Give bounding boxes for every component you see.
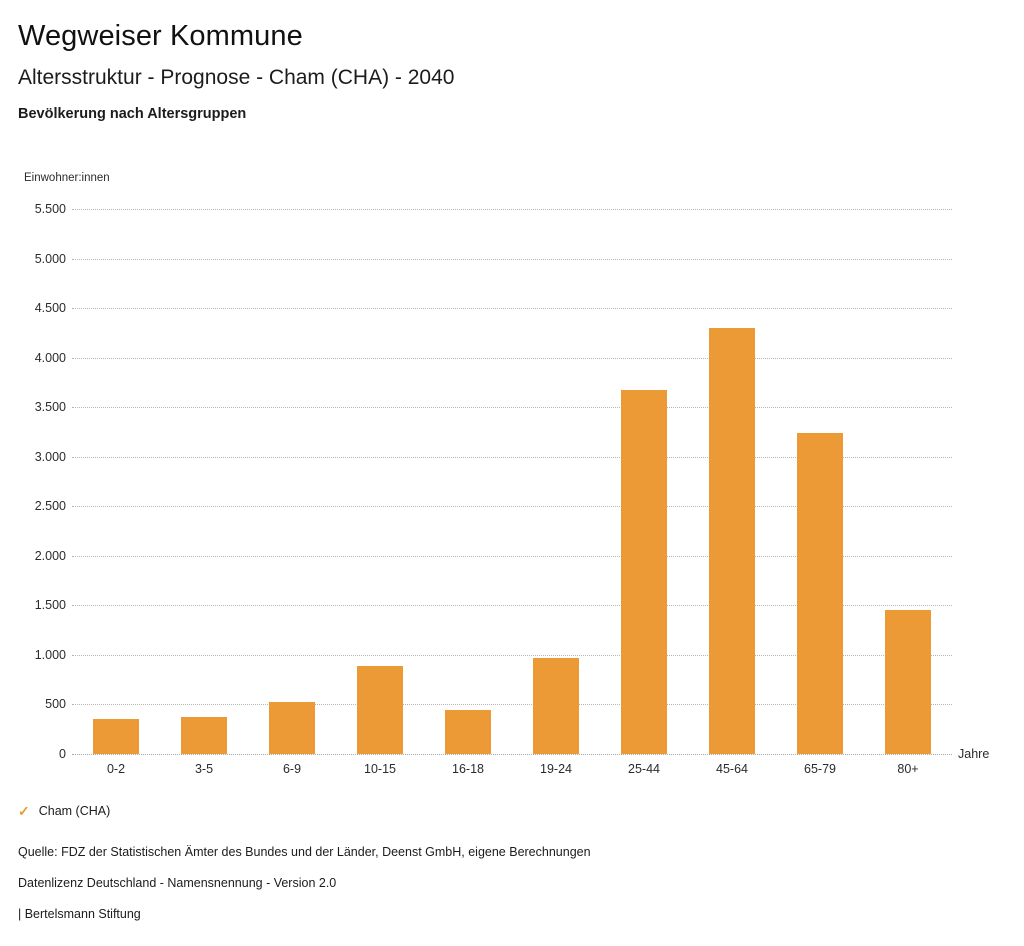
y-axis-tick: 4.500	[34, 301, 66, 316]
gridline	[72, 654, 952, 656]
x-axis-tick: 10-15	[364, 762, 396, 776]
y-axis-tick: 500	[45, 697, 66, 712]
bar-slot	[160, 209, 248, 754]
y-axis-tick-labels: 0 500 1.000 1.500 2.000 2.500 3.000 3.500 4.000 4…	[0, 202, 66, 761]
gridline	[72, 258, 952, 260]
x-axis-tick: 6-9	[282, 762, 302, 776]
y-axis-tick: 5.000	[34, 251, 66, 266]
x-axis-tick: 45-64	[716, 762, 748, 776]
y-axis-tick: 3.500	[34, 400, 66, 415]
bar[interactable]	[709, 327, 755, 754]
gridline	[72, 704, 952, 706]
bar-slot	[72, 209, 160, 754]
bar-slot	[600, 209, 688, 754]
y-axis-tick: 1.500	[34, 598, 66, 613]
gridline	[72, 209, 952, 210]
bar-series-cham-cha	[72, 209, 952, 754]
footer-publisher: | Bertelsmann Stiftung	[18, 907, 141, 921]
gridline	[72, 357, 952, 359]
bar[interactable]	[621, 390, 667, 754]
y-axis-tick: 0	[59, 747, 66, 761]
check-icon: ✓	[18, 803, 30, 819]
y-axis-tick: 2.500	[34, 499, 66, 514]
bar[interactable]	[93, 719, 139, 754]
bar[interactable]	[269, 701, 315, 754]
bar-slot	[336, 209, 424, 754]
bar-slot	[424, 209, 512, 754]
x-axis-tick: 19-24	[540, 762, 572, 776]
bar-slot	[688, 209, 776, 754]
gridline	[72, 407, 952, 409]
bar-slot	[248, 209, 336, 754]
x-axis-tick: 65-79	[804, 762, 836, 776]
bar[interactable]	[357, 666, 403, 754]
x-axis-title: Jahre	[958, 747, 990, 761]
page-title: Wegweiser Kommune	[18, 20, 303, 52]
chart-section-label: Bevölkerung nach Altersgruppen	[18, 106, 247, 122]
gridline	[72, 605, 952, 607]
y-axis-tick: 3.000	[34, 449, 66, 464]
x-axis-tick: 3-5	[194, 762, 214, 776]
bar[interactable]	[533, 658, 579, 754]
bar[interactable]	[445, 709, 491, 754]
y-axis-tick: 4.000	[34, 350, 66, 365]
y-axis-tick: 2.000	[34, 548, 66, 563]
gridline	[72, 456, 952, 458]
bar[interactable]	[181, 717, 227, 754]
bar-slot	[776, 209, 864, 754]
x-axis-tick: 0-2	[106, 762, 126, 776]
gridline	[72, 754, 952, 755]
bar-slot	[512, 209, 600, 754]
plot-area	[72, 209, 952, 755]
x-axis-tick: 16-18	[452, 762, 484, 776]
footer-license: Datenlizenz Deutschland - Namensnennung …	[18, 876, 337, 890]
bar[interactable]	[797, 432, 843, 754]
bar-slot	[864, 209, 952, 754]
legend[interactable]: ✓ Cham (CHA)	[18, 804, 110, 818]
bar[interactable]	[885, 609, 931, 754]
x-axis-tick: 80+	[897, 762, 919, 776]
y-axis-tick: 5.500	[34, 202, 66, 216]
legend-item-label: Cham (CHA)	[38, 804, 111, 818]
y-axis-tick: 1.000	[34, 647, 66, 662]
footer-source: Quelle: FDZ der Statistischen Ämter des …	[18, 845, 591, 859]
gridline	[72, 308, 952, 310]
gridline	[72, 506, 952, 508]
y-axis-title: Einwohner:innen	[24, 172, 110, 184]
gridline	[72, 555, 952, 557]
x-axis-tick: 25-44	[628, 762, 660, 776]
chart-subtitle: Altersstruktur - Prognose - Cham (CHA) -…	[18, 66, 455, 89]
